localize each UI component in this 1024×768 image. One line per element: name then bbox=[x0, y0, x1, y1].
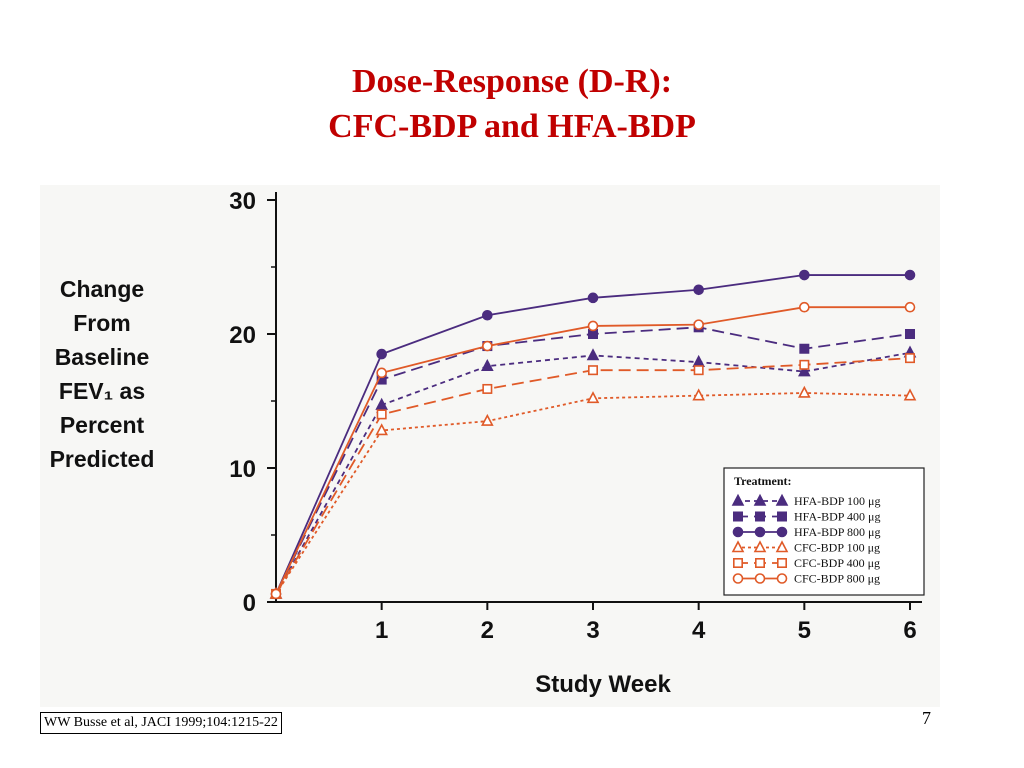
x-tick-label: 2 bbox=[481, 617, 494, 644]
slide-title-line2: CFC-BDP and HFA-BDP bbox=[328, 108, 696, 145]
y-axis-label-line: Baseline bbox=[55, 344, 150, 370]
legend-marker bbox=[754, 526, 766, 538]
data-point bbox=[799, 301, 810, 313]
legend-marker bbox=[731, 493, 745, 506]
legend-entry-label: CFC-BDP 400 μg bbox=[794, 556, 880, 570]
x-tick-label: 5 bbox=[798, 617, 811, 644]
legend-marker bbox=[776, 511, 787, 522]
data-point bbox=[799, 343, 810, 354]
data-point bbox=[692, 388, 705, 401]
data-point bbox=[693, 319, 704, 330]
data-point bbox=[587, 320, 599, 332]
legend-marker bbox=[732, 573, 744, 584]
legend-marker bbox=[732, 557, 743, 568]
y-tick-label: 30 bbox=[229, 188, 256, 215]
legend-marker bbox=[732, 526, 744, 538]
legend-marker bbox=[732, 511, 743, 522]
data-point bbox=[693, 365, 704, 376]
citation: WW Busse et al, JACI 1999;104:1215-22 bbox=[40, 712, 282, 734]
data-point bbox=[375, 423, 388, 436]
x-tick-label: 6 bbox=[903, 617, 916, 644]
y-axis-label-line: Predicted bbox=[50, 446, 155, 472]
data-point bbox=[482, 383, 493, 394]
legend-entry-label: HFA-BDP 100 μg bbox=[794, 494, 880, 508]
x-tick-label: 4 bbox=[692, 617, 706, 644]
data-point bbox=[904, 329, 915, 340]
legend-marker bbox=[753, 540, 767, 553]
y-axis-label-line: Percent bbox=[60, 412, 145, 438]
slide-title-line1: Dose-Response (D-R): bbox=[351, 63, 673, 100]
legend-entry-label: CFC-BDP 800 μg bbox=[794, 572, 880, 586]
legend-marker bbox=[776, 573, 788, 584]
data-point bbox=[376, 409, 387, 420]
legend-marker bbox=[754, 557, 765, 568]
data-point bbox=[799, 359, 810, 370]
y-axis-label-line: Change bbox=[60, 276, 144, 302]
data-point bbox=[799, 269, 810, 281]
data-point bbox=[376, 348, 387, 360]
data-point bbox=[587, 365, 598, 376]
data-point bbox=[481, 358, 494, 371]
x-tick-label: 1 bbox=[375, 617, 388, 644]
y-axis-label-line: From bbox=[73, 310, 131, 336]
legend-marker bbox=[754, 511, 765, 522]
data-point bbox=[270, 588, 282, 600]
data-point bbox=[904, 269, 916, 281]
y-axis-label: Change From Baseline FEV₁ as Percent Predicte… bbox=[50, 276, 155, 472]
data-point bbox=[586, 391, 600, 404]
data-point bbox=[904, 301, 916, 313]
legend-marker bbox=[754, 573, 766, 584]
legend-marker bbox=[776, 557, 787, 568]
legend-marker bbox=[775, 540, 789, 553]
legend-entry-label: HFA-BDP 400 μg bbox=[794, 510, 880, 524]
y-tick-label: 0 bbox=[243, 590, 256, 617]
legend-entry-label: CFC-BDP 100 μg bbox=[794, 541, 880, 555]
legend-marker bbox=[753, 493, 767, 506]
x-tick-label: 3 bbox=[586, 617, 599, 644]
data-point bbox=[798, 385, 811, 398]
legend-title: Treatment: bbox=[734, 474, 792, 488]
data-point bbox=[482, 340, 493, 352]
legend-marker bbox=[775, 493, 789, 506]
legend-marker bbox=[731, 540, 745, 553]
chart-background bbox=[40, 185, 940, 707]
data-point bbox=[586, 348, 600, 361]
data-point bbox=[798, 364, 811, 377]
data-point bbox=[376, 367, 387, 379]
data-point bbox=[375, 397, 388, 410]
y-tick-label: 20 bbox=[229, 322, 256, 349]
y-tick-label: 10 bbox=[229, 456, 256, 483]
data-point bbox=[482, 309, 493, 321]
x-axis-label: Study Week bbox=[535, 671, 671, 698]
legend-marker bbox=[776, 526, 788, 538]
dose-response-chart: 0 10 20 30 1 2 3 4 5 6 Study Week Change From Baselin… bbox=[40, 185, 940, 707]
data-point bbox=[481, 413, 494, 426]
legend-entry-label: HFA-BDP 800 μg bbox=[794, 525, 880, 539]
data-point bbox=[693, 284, 704, 296]
page-number: 7 bbox=[922, 708, 931, 728]
data-point bbox=[903, 388, 917, 401]
data-point bbox=[587, 292, 599, 304]
data-point bbox=[904, 353, 915, 364]
y-axis-label-line: FEV₁ as bbox=[59, 378, 145, 404]
